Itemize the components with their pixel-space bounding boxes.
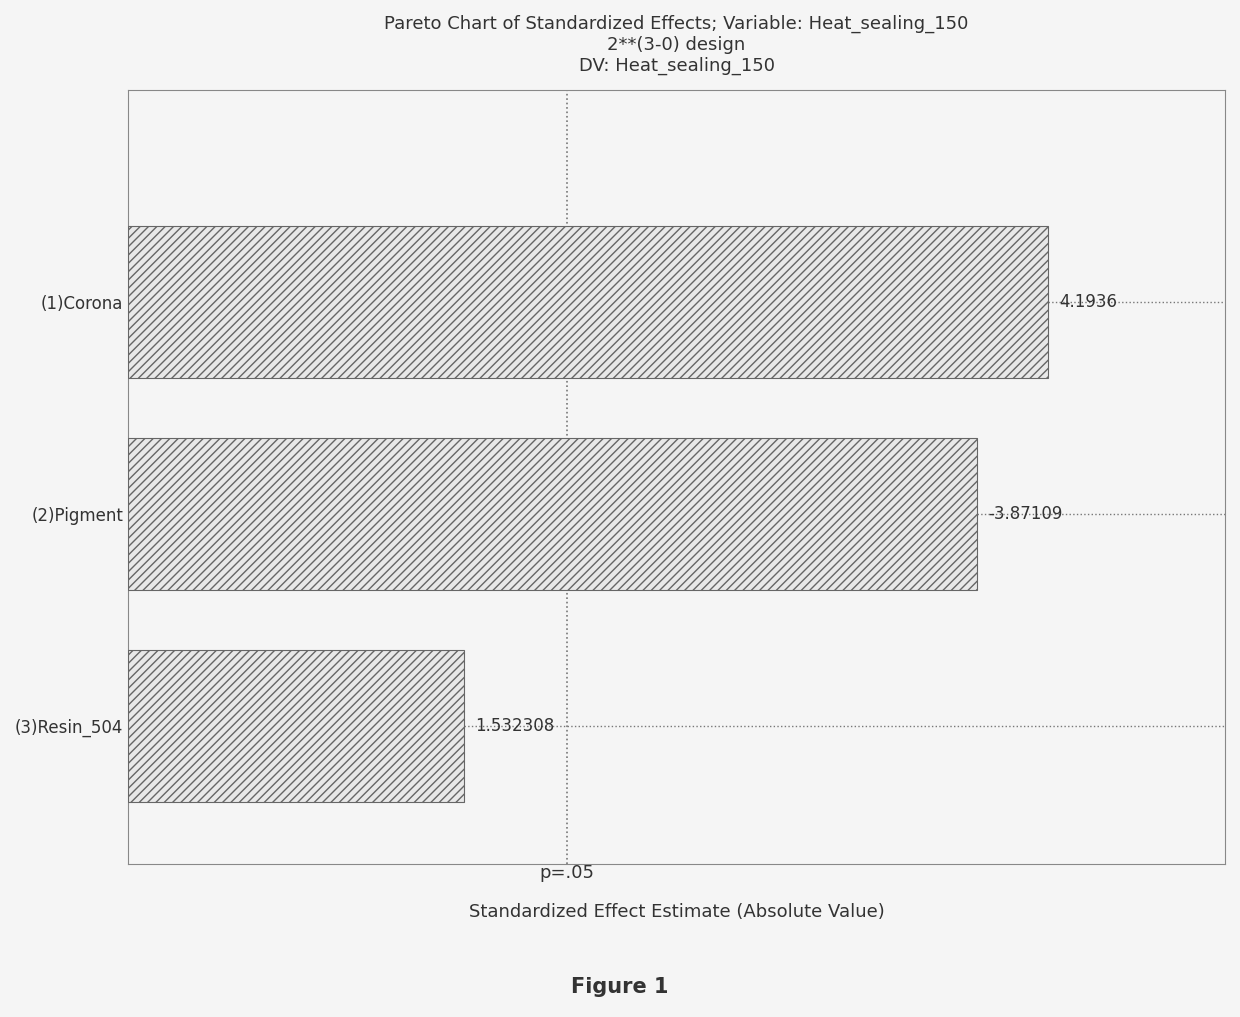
Text: 4.1936: 4.1936	[1059, 293, 1117, 311]
Text: -3.87109: -3.87109	[988, 505, 1063, 523]
X-axis label: Standardized Effect Estimate (Absolute Value): Standardized Effect Estimate (Absolute V…	[469, 903, 884, 920]
Text: p=.05: p=.05	[539, 863, 594, 882]
Bar	[128, 226, 1048, 378]
Text: Figure 1: Figure 1	[572, 976, 668, 997]
Title: Pareto Chart of Standardized Effects; Variable: Heat_sealing_150
2**(3-0) design: Pareto Chart of Standardized Effects; Va…	[384, 15, 968, 75]
Text: 1.532308: 1.532308	[475, 717, 554, 735]
Bar	[128, 650, 464, 802]
Bar	[128, 438, 977, 591]
